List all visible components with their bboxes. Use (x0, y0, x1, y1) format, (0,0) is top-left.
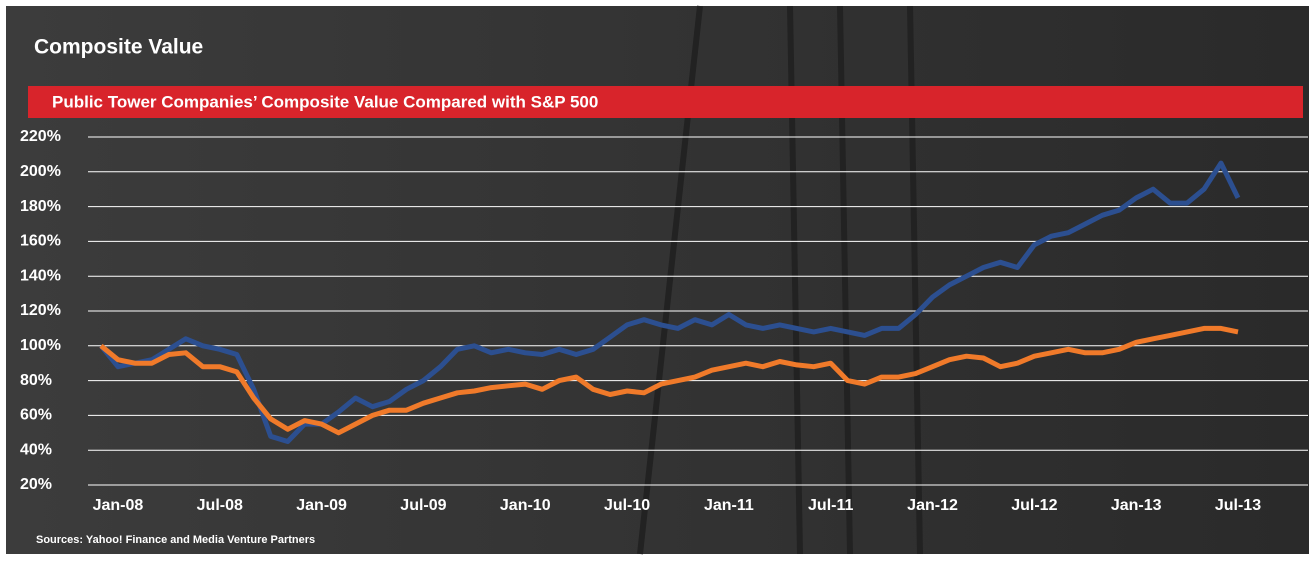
x-tick-label: Jan-12 (907, 497, 958, 514)
x-tick-label: Jan-09 (296, 497, 347, 514)
source-note: Sources: Yahoo! Finance and Media Ventur… (36, 534, 315, 546)
x-tick-label: Jan-10 (500, 497, 551, 514)
x-tick-label: Jul-10 (604, 497, 650, 514)
y-tick-label: 140% (20, 267, 61, 284)
y-tick-label: 80% (20, 372, 52, 389)
y-tick-label: 120% (20, 302, 61, 319)
series-line (99, 160, 1241, 444)
subtitle-banner (28, 86, 1303, 118)
y-tick-label: 100% (20, 337, 61, 354)
y-tick-label: 200% (20, 163, 61, 180)
y-tick-label: 60% (20, 407, 52, 424)
y-tick-label: 160% (20, 233, 61, 250)
y-tick-label: 40% (20, 441, 52, 458)
chart-subtitle: Public Tower Companies’ Composite Value … (52, 92, 598, 111)
y-tick-label: 220% (20, 128, 61, 145)
series-line (99, 325, 1239, 436)
x-tick-label: Jul-12 (1011, 497, 1057, 514)
x-tick-label: Jul-11 (808, 497, 853, 514)
x-tick-label: Jul-08 (197, 497, 243, 514)
x-tick-label: Jan-13 (1111, 497, 1162, 514)
y-tick-label: 20% (20, 476, 52, 493)
x-tick-label: Jan-08 (93, 497, 144, 514)
x-tick-label: Jul-13 (1215, 497, 1261, 514)
x-tick-label: Jul-09 (400, 497, 446, 514)
chart-title: Composite Value (34, 36, 203, 59)
y-tick-label: 180% (20, 198, 61, 215)
x-tick-label: Jan-11 (704, 497, 754, 514)
